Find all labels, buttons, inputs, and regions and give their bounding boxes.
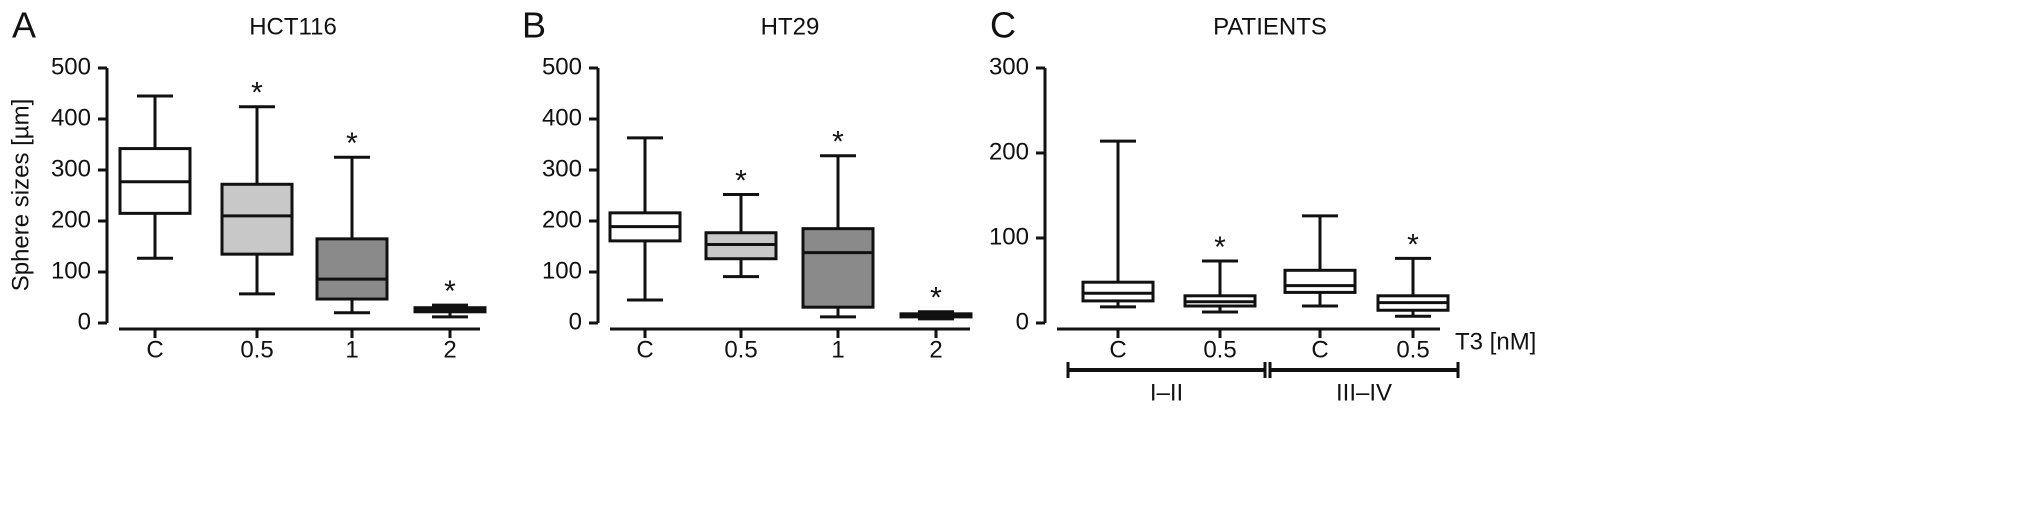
chart-title: HT29: [761, 13, 820, 40]
y-tick-label: 100: [542, 257, 582, 284]
significance-mark: *: [1407, 228, 1419, 261]
y-tick-label: 100: [51, 257, 91, 284]
x-tick-label: 0.5: [240, 336, 273, 363]
x-tick-label: 0.5: [724, 336, 757, 363]
box: [1283, 268, 1357, 294]
group-label: I–II: [1150, 379, 1183, 406]
x-tick-label: 1: [831, 336, 844, 363]
y-tick-label: 400: [51, 104, 91, 131]
significance-mark: *: [832, 126, 844, 159]
chart-title: HCT116: [249, 13, 337, 40]
significance-mark: *: [251, 77, 263, 110]
group-label: III–IV: [1336, 379, 1392, 406]
y-tick-label: 400: [542, 104, 582, 131]
y-tick-label: 0: [78, 308, 91, 335]
significance-mark: *: [735, 164, 747, 197]
box: [1081, 280, 1155, 303]
panel-letter: C: [990, 5, 1016, 46]
y-tick-label: 200: [542, 206, 582, 233]
significance-mark: *: [930, 282, 942, 315]
x-tick-label: C: [1311, 336, 1328, 363]
x-axis-label: T3 [nM]: [1455, 328, 1536, 355]
x-tick-label: C: [636, 336, 653, 363]
x-tick-label: 0.5: [1203, 336, 1236, 363]
x-tick-label: 2: [929, 336, 942, 363]
y-tick-label: 300: [51, 155, 91, 182]
y-tick-label: 0: [569, 308, 582, 335]
significance-mark: *: [444, 275, 456, 308]
y-tick-label: 200: [51, 206, 91, 233]
x-tick-label: 0.5: [1396, 336, 1429, 363]
box: [801, 227, 875, 309]
chart-title: PATIENTS: [1213, 13, 1327, 40]
panel-letter: A: [12, 5, 36, 46]
y-axis-label: Sphere sizes [µm]: [7, 99, 34, 292]
y-tick-label: 0: [1016, 308, 1029, 335]
y-tick-label: 500: [542, 53, 582, 80]
y-tick-label: 300: [989, 53, 1029, 80]
y-tick-label: 200: [989, 138, 1029, 165]
y-tick-label: 500: [51, 53, 91, 80]
x-tick-label: C: [1109, 336, 1126, 363]
significance-mark: *: [1214, 231, 1226, 264]
x-tick-label: C: [146, 336, 163, 363]
x-tick-label: 2: [443, 336, 456, 363]
significance-mark: *: [346, 127, 358, 160]
y-tick-label: 100: [989, 223, 1029, 250]
panel-letter: B: [522, 5, 546, 46]
box: [220, 182, 294, 256]
x-tick-label: 1: [345, 336, 358, 363]
y-tick-label: 300: [542, 155, 582, 182]
box: [315, 237, 389, 301]
